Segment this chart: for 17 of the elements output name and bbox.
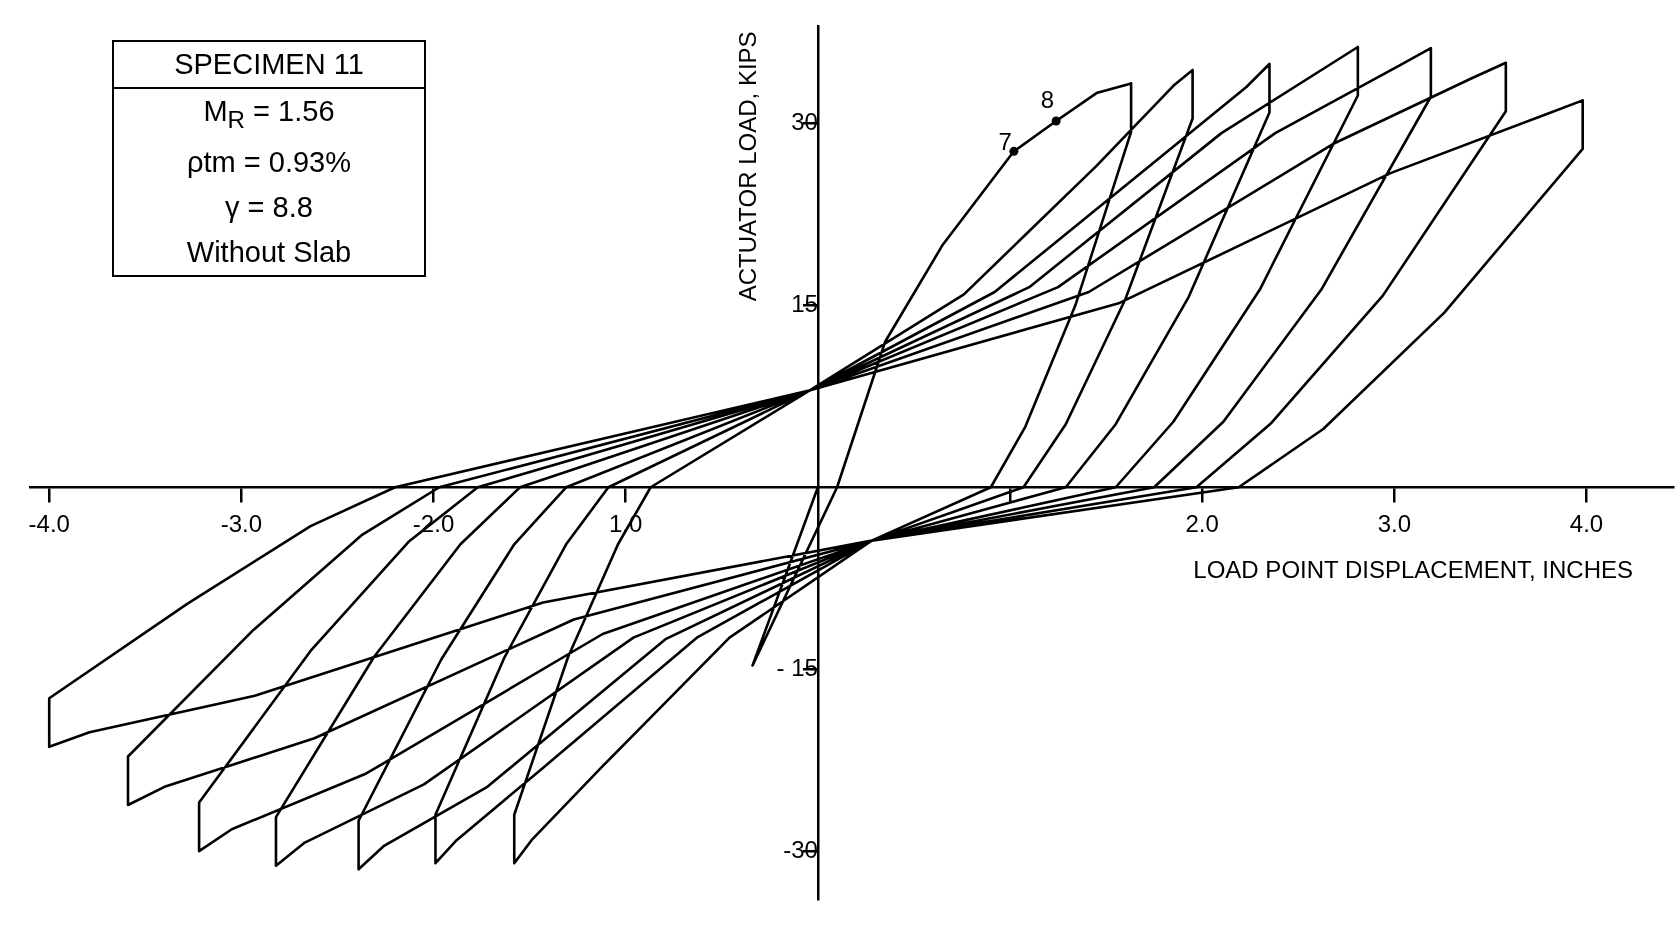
annotation: 7 — [998, 127, 1012, 155]
annotation: γ = 8.8 — [224, 189, 314, 225]
y-axis-title: ACTUATOR LOAD, KIPS — [734, 31, 762, 302]
x-axis-title: LOAD POINT DISPLACEMENT, INCHES — [1193, 555, 1633, 583]
y-tick-label: - 15 — [776, 653, 818, 681]
x-tick-label: 4.0 — [1569, 510, 1604, 538]
annotation: M$_{R}$ = 1.56 — [202, 94, 336, 135]
x-tick-label: -4.0 — [28, 510, 70, 538]
x-tick-label: 3.0 — [1377, 510, 1412, 538]
annotation: SPECIMEN 11 — [114, 42, 424, 89]
annotation: 8 — [1040, 85, 1055, 113]
y-tick-label: 15 — [791, 289, 818, 317]
y-tick-label: -30 — [783, 835, 818, 863]
x-tick-label: 2.0 — [1185, 510, 1219, 538]
annotation: ρtm = 0.93% — [186, 144, 352, 180]
x-tick-label: -3.0 — [220, 510, 263, 538]
annotation: Without Slab — [185, 234, 353, 270]
